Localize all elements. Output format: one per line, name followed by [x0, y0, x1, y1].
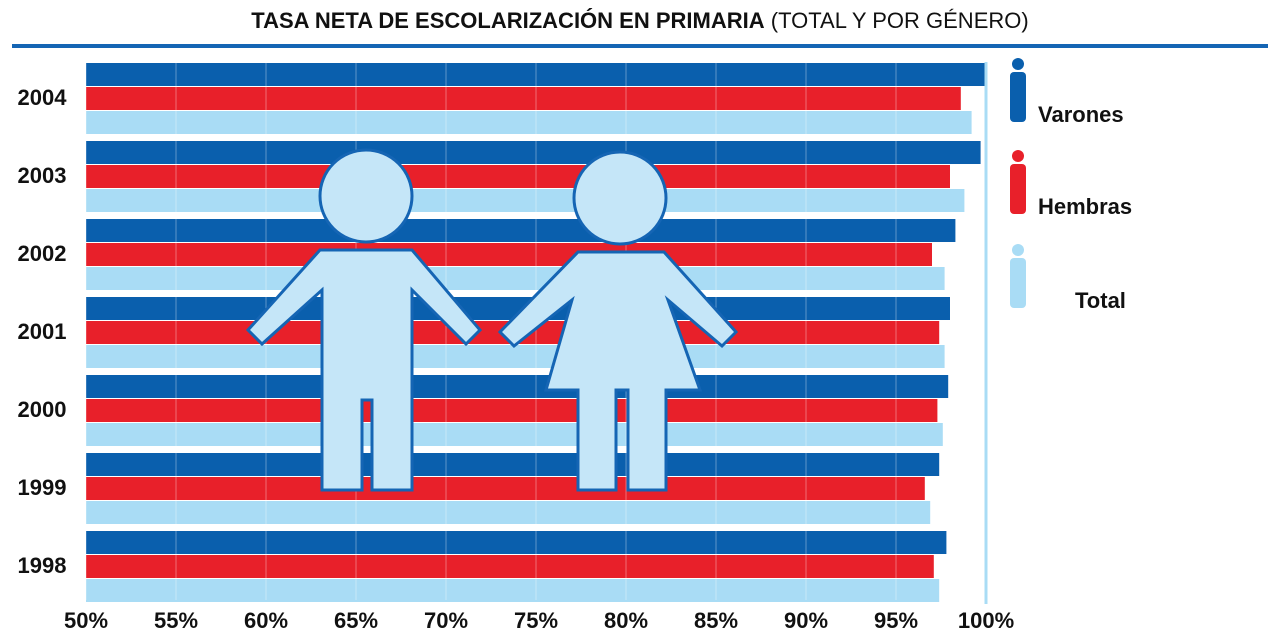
y-tick-label: 1998 — [18, 553, 67, 578]
bar — [86, 423, 943, 446]
legend-label: Hembras — [1038, 194, 1132, 219]
x-tick-label: 60% — [244, 608, 288, 633]
chart-title: TASA NETA DE ESCOLARIZACIÓN EN PRIMARIA — [251, 8, 764, 33]
chart-subtitle: (TOTAL Y POR GÉNERO) — [771, 8, 1029, 33]
y-tick-label: 1999 — [18, 475, 67, 500]
y-tick-label: 2002 — [18, 241, 67, 266]
x-tick-label: 75% — [514, 608, 558, 633]
girl-head — [574, 152, 666, 244]
bar — [86, 375, 948, 398]
bar — [86, 399, 937, 422]
x-tick-label: 50% — [64, 608, 108, 633]
legend-icon-body — [1010, 72, 1026, 122]
x-tick-label: 65% — [334, 608, 378, 633]
bar — [86, 219, 955, 242]
bar — [86, 267, 945, 290]
y-tick-label: 2003 — [18, 163, 67, 188]
x-tick-label: 55% — [154, 608, 198, 633]
header-rule — [12, 44, 1268, 48]
legend-entry: Hembras — [1010, 150, 1132, 219]
chart-heading: TASA NETA DE ESCOLARIZACIÓN EN PRIMARIA … — [251, 8, 1028, 33]
chart: TASA NETA DE ESCOLARIZACIÓN EN PRIMARIA … — [0, 0, 1276, 636]
x-tick-label: 100% — [958, 608, 1014, 633]
x-tick-label: 80% — [604, 608, 648, 633]
bar — [86, 555, 934, 578]
legend-icon-head — [1012, 244, 1024, 256]
legend-icon-body — [1010, 258, 1026, 308]
bar — [86, 141, 981, 164]
x-tick-label: 95% — [874, 608, 918, 633]
y-tick-label: 2000 — [18, 397, 67, 422]
legend-label: Total — [1075, 288, 1126, 313]
bar — [86, 453, 939, 476]
legend-label: Varones — [1038, 102, 1124, 127]
bar — [86, 345, 945, 368]
y-tick-label: 2004 — [18, 85, 68, 110]
bar — [86, 111, 972, 134]
y-tick-label: 2001 — [18, 319, 67, 344]
bar — [86, 243, 932, 266]
x-tick-label: 90% — [784, 608, 828, 633]
bar — [86, 579, 939, 602]
bar — [86, 531, 946, 554]
x-tick-label: 70% — [424, 608, 468, 633]
legend-icon-body — [1010, 164, 1026, 214]
bar — [86, 189, 964, 212]
legend-icon-head — [1012, 150, 1024, 162]
bar — [86, 87, 961, 110]
legend-entry: Varones — [1010, 58, 1124, 127]
bar — [86, 501, 930, 524]
boy-head — [320, 150, 412, 242]
x-tick-label: 85% — [694, 608, 738, 633]
bar — [86, 477, 925, 500]
bar — [86, 165, 950, 188]
legend-entry: Total — [1010, 244, 1126, 313]
legend-icon-head — [1012, 58, 1024, 70]
